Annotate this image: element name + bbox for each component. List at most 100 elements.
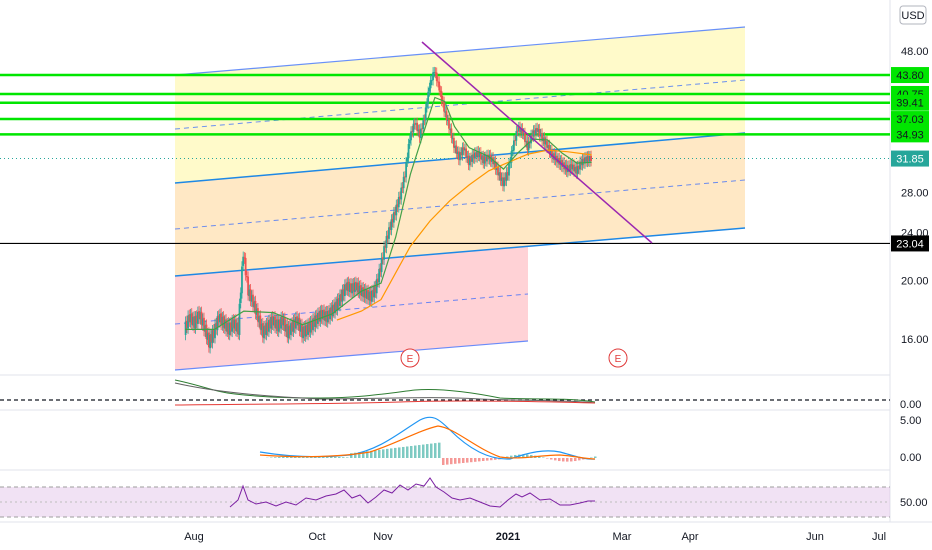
- price-candle: [450, 123, 453, 144]
- macd-histogram-bar: [470, 458, 473, 463]
- channel-bottom-zone: [175, 247, 528, 370]
- macd-histogram-bar: [438, 442, 441, 458]
- price-candle: [408, 134, 411, 149]
- time-label: Oct: [308, 531, 325, 543]
- price-candle: [358, 280, 361, 299]
- price-candle: [452, 132, 455, 153]
- price-candle: [588, 151, 591, 167]
- price-candle: [206, 328, 209, 346]
- price-candle: [290, 317, 292, 341]
- currency-box[interactable]: [899, 5, 927, 25]
- channel-lower-line[interactable]: [174, 227, 746, 277]
- rsi-axis-label: 50.00: [900, 497, 928, 509]
- channel-bottom-line[interactable]: [174, 340, 529, 371]
- price-candle: [550, 144, 553, 163]
- macd-histogram-bar: [378, 449, 381, 458]
- macd-histogram-bar: [374, 450, 377, 458]
- level-price-label: 23.04: [896, 238, 924, 250]
- price-candle: [547, 140, 550, 154]
- price-candle: [429, 74, 432, 94]
- price-candle: [388, 222, 390, 245]
- macd-histogram-bar: [590, 457, 593, 458]
- price-candle: [505, 167, 508, 187]
- price-candle: [359, 279, 362, 301]
- price-candle: [216, 311, 219, 336]
- price-candle: [448, 114, 450, 134]
- price-candle: [320, 304, 323, 324]
- price-candle: [241, 261, 243, 299]
- time-label: Aug: [184, 531, 204, 543]
- price-candle: [184, 316, 187, 341]
- price-candle: [478, 147, 481, 162]
- earnings-event[interactable]: E: [400, 348, 420, 368]
- price-candle: [237, 317, 240, 340]
- price-candle: [405, 156, 408, 183]
- price-candle: [430, 74, 433, 86]
- price-candle: [266, 317, 269, 337]
- macd-histogram-bar: [334, 456, 337, 458]
- price-candle: [243, 252, 246, 264]
- level-price-tag[interactable]: 39.41: [891, 94, 929, 111]
- macd-histogram-bar: [274, 457, 277, 458]
- macd-histogram-bar: [446, 458, 449, 465]
- macd-histogram-bar: [394, 447, 397, 458]
- macd-pane[interactable]: 5.00 0.00: [259, 415, 921, 465]
- macd-histogram-bar: [582, 458, 585, 460]
- price-candle: [509, 157, 512, 169]
- price-candle: [506, 166, 509, 181]
- price-candle: [361, 282, 363, 302]
- oscillator-signal: [174, 382, 596, 404]
- price-candle: [374, 280, 377, 298]
- price-candle: [444, 106, 447, 118]
- price-candle: [537, 124, 540, 138]
- level-price-tag[interactable]: 37.03: [891, 111, 929, 128]
- price-candle: [253, 296, 256, 313]
- macd-histogram-bar: [410, 446, 413, 458]
- level-price-tag[interactable]: 34.93: [891, 126, 929, 143]
- macd-histogram-bar: [366, 451, 369, 458]
- channel-top-line[interactable]: [174, 26, 746, 76]
- price-candle: [464, 143, 466, 156]
- price-candle: [406, 152, 409, 167]
- price-candle: [318, 306, 321, 327]
- price-candle: [189, 308, 192, 328]
- price-candle: [418, 124, 421, 143]
- time-axis[interactable]: Aug Oct Nov 2021 Mar Apr Jun Jul: [184, 531, 886, 543]
- price-candle: [397, 191, 400, 213]
- price-candle: [287, 321, 290, 344]
- earnings-event[interactable]: E: [608, 348, 628, 368]
- downtrend-line[interactable]: [421, 41, 653, 244]
- macd-histogram-bar: [478, 458, 481, 462]
- price-candle: [479, 147, 482, 165]
- price-candle: [233, 314, 236, 334]
- price-candle: [342, 283, 345, 301]
- price-candle: [308, 317, 311, 338]
- macd-histogram-bar: [386, 448, 389, 458]
- level-price-tag[interactable]: 23.04: [891, 235, 929, 252]
- level-price-tag[interactable]: 43.80: [891, 67, 929, 84]
- macd-histogram-bar: [542, 457, 545, 458]
- price-candle: [569, 159, 572, 177]
- price-candle: [401, 182, 404, 193]
- price-candle: [352, 277, 355, 297]
- price-candle: [198, 305, 200, 324]
- last-price-tag[interactable]: 31.85: [891, 150, 929, 167]
- price-candle: [461, 142, 464, 161]
- price-candle: [470, 152, 472, 167]
- price-candle: [252, 289, 254, 312]
- price-candle: [345, 278, 347, 296]
- price-candle: [443, 96, 445, 117]
- price-candle: [234, 314, 237, 337]
- price-candle: [465, 143, 468, 163]
- price-candle: [582, 153, 585, 169]
- macd-axis-label: 0.00: [900, 452, 921, 464]
- macd-histogram-bar: [358, 452, 361, 458]
- oscillator-pane[interactable]: 0.00: [0, 379, 921, 411]
- price-candle: [416, 117, 419, 137]
- oscillator-line: [174, 379, 596, 403]
- price-candle: [244, 252, 247, 281]
- price-candle: [517, 121, 520, 137]
- rsi-pane[interactable]: 50.00: [0, 477, 928, 518]
- price-candle: [402, 171, 405, 194]
